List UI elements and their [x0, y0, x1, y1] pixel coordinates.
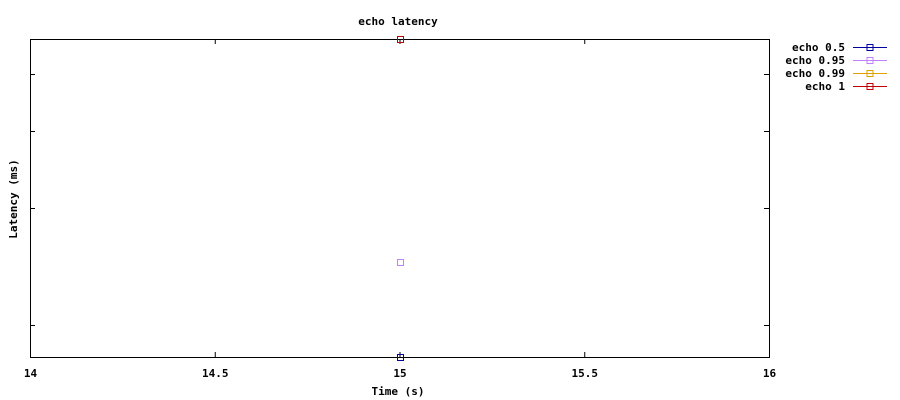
y-axis	[30, 74, 769, 326]
legend-label: echo 0.5	[792, 41, 845, 54]
data-point	[397, 36, 404, 43]
y-axis-label: Latency (ms)	[7, 159, 20, 238]
data-point	[397, 259, 404, 266]
x-axis: 14 14.5 15 15.5 16	[24, 39, 777, 380]
legend-label: echo 0.95	[785, 54, 845, 67]
legend-marker	[866, 44, 874, 51]
x-tick-label: 16	[763, 367, 777, 380]
x-axis-label: Time (s)	[372, 385, 425, 398]
legend-marker	[866, 57, 874, 64]
chart-title: echo latency	[358, 15, 438, 28]
legend-label: echo 1	[805, 80, 845, 93]
x-tick-label: 14.5	[202, 367, 229, 380]
legend-label: echo 0.99	[785, 67, 845, 80]
x-tick-label: 15.5	[572, 367, 599, 380]
x-tick-label: 14	[24, 367, 38, 380]
data-point	[397, 354, 404, 361]
data-points	[397, 36, 404, 361]
legend-marker	[866, 83, 874, 90]
x-tick-label: 15	[393, 367, 406, 380]
plot-area	[30, 39, 770, 358]
legend-marker	[866, 70, 874, 77]
